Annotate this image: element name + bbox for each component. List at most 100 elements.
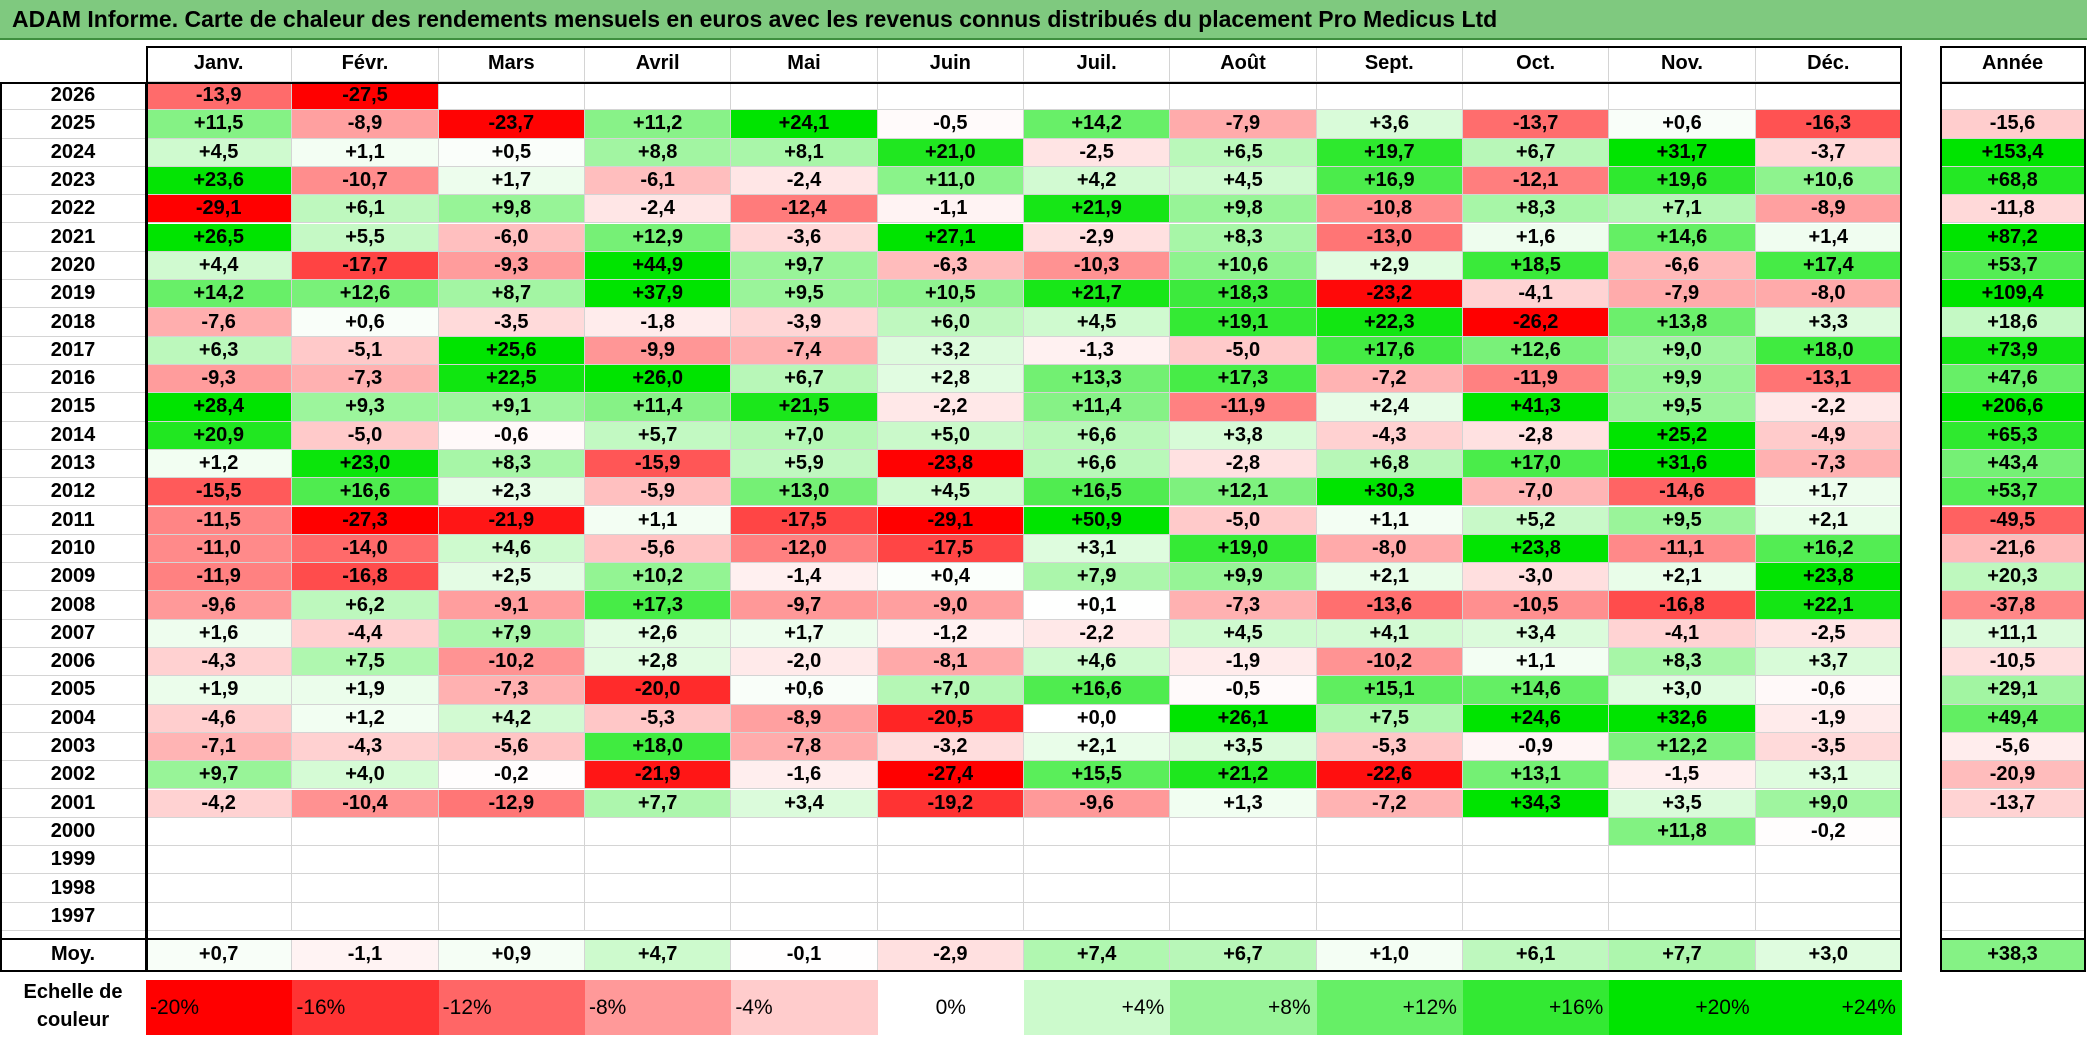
heatmap-cell xyxy=(584,846,732,875)
heatmap-cell: -1,8 xyxy=(584,308,732,337)
annual-cell xyxy=(1940,846,2086,875)
heatmap-cell xyxy=(584,902,732,931)
heatmap-cell: -0,6 xyxy=(438,421,585,450)
heatmap-cell: +5,9 xyxy=(731,449,878,479)
annual-cell: +65,3 xyxy=(1940,421,2086,450)
heatmap-cell: +3,3 xyxy=(1755,308,1902,337)
heatmap-cell: +21,0 xyxy=(877,138,1024,167)
heatmap-cell: +9,8 xyxy=(438,195,585,224)
heatmap-cell xyxy=(438,817,585,847)
heatmap-cell: +17,0 xyxy=(1462,449,1610,479)
color-scale-swatch: +16% xyxy=(1462,980,1610,1035)
year-label: 2011 xyxy=(0,506,146,535)
heatmap-cell: +9,3 xyxy=(292,393,439,422)
heatmap-cell: -7,2 xyxy=(1316,789,1463,818)
average-cell: +1,0 xyxy=(1316,938,1463,972)
heatmap-cell: +11,0 xyxy=(877,166,1024,196)
annual-cell: -13,7 xyxy=(1940,789,2086,818)
heatmap-cell: +21,9 xyxy=(1023,195,1171,224)
color-scale-swatch: -20% xyxy=(146,980,293,1035)
heatmap-cell: +2,6 xyxy=(584,619,732,648)
heatmap-cell xyxy=(438,846,585,875)
heatmap-cell: +31,7 xyxy=(1609,138,1756,167)
year-label: 2002 xyxy=(0,761,146,790)
heatmap-cell xyxy=(1316,874,1463,903)
heatmap-cell: +1,6 xyxy=(1462,223,1610,252)
heatmap-cell xyxy=(1316,817,1463,847)
average-cell: -0,1 xyxy=(731,938,878,972)
heatmap-cell: +4,1 xyxy=(1316,619,1463,648)
heatmap-cell: +7,1 xyxy=(1609,195,1756,224)
title-bar: ADAM Informe. Carte de chaleur des rende… xyxy=(0,0,2087,40)
heatmap-cell: +9,9 xyxy=(1170,563,1317,592)
heatmap-cell: -15,5 xyxy=(146,478,293,507)
heatmap-cell xyxy=(877,874,1024,903)
heatmap-cell: +9,0 xyxy=(1609,336,1756,365)
heatmap-cell: -6,0 xyxy=(438,223,585,252)
heatmap-cell: -29,1 xyxy=(877,506,1024,535)
heatmap-cell: -7,0 xyxy=(1462,478,1610,507)
heatmap-cell: +11,4 xyxy=(584,393,732,422)
heatmap-cell xyxy=(1462,902,1610,931)
heatmap-cell: +8,3 xyxy=(1462,195,1610,224)
heatmap-cell: +18,0 xyxy=(1755,336,1902,365)
month-header: Avril xyxy=(584,46,732,82)
year-label: 2021 xyxy=(0,223,146,252)
heatmap-cell: +6,1 xyxy=(292,195,439,224)
heatmap-cell: +10,2 xyxy=(584,563,732,592)
annual-cell xyxy=(1940,817,2086,847)
color-scale-swatch: +20% xyxy=(1609,980,1756,1035)
heatmap-cell: -2,8 xyxy=(1462,421,1610,450)
year-label: 2023 xyxy=(0,166,146,196)
heatmap-cell: -11,1 xyxy=(1609,534,1756,564)
heatmap-cell: -22,6 xyxy=(1316,761,1463,790)
heatmap-cell: +7,0 xyxy=(877,676,1024,705)
heatmap-cell: +2,1 xyxy=(1609,563,1756,592)
heatmap-cell: -11,9 xyxy=(146,563,293,592)
heatmap-cell xyxy=(292,874,439,903)
heatmap-cell: -4,2 xyxy=(146,789,293,818)
heatmap-cell: -12,0 xyxy=(731,534,878,564)
heatmap-cell: -9,7 xyxy=(731,591,878,620)
year-label: 2007 xyxy=(0,619,146,648)
annual-cell xyxy=(1940,902,2086,931)
heatmap-cell: +1,9 xyxy=(146,676,293,705)
heatmap-cell: +9,0 xyxy=(1755,789,1902,818)
heatmap-cell: +17,4 xyxy=(1755,251,1902,281)
heatmap-cell: +9,7 xyxy=(146,761,293,790)
chart-title: ADAM Informe. Carte de chaleur des rende… xyxy=(12,6,1498,32)
heatmap-cell: -15,9 xyxy=(584,449,732,479)
heatmap-cell: +9,8 xyxy=(1170,195,1317,224)
heatmap-cell: -27,5 xyxy=(292,82,439,111)
heatmap-cell: +26,1 xyxy=(1170,704,1317,733)
heatmap-cell: +0,4 xyxy=(877,563,1024,592)
heatmap-cell xyxy=(438,902,585,931)
heatmap-cell: +4,5 xyxy=(1023,308,1171,337)
heatmap-cell: +4,6 xyxy=(1023,648,1171,677)
heatmap-cell: -5,3 xyxy=(1316,732,1463,762)
heatmap-cell: -2,5 xyxy=(1755,619,1902,648)
heatmap-cell: -13,0 xyxy=(1316,223,1463,252)
heatmap-cell: +11,5 xyxy=(146,110,293,139)
heatmap-cell xyxy=(584,82,732,111)
heatmap-cell: -2,2 xyxy=(877,393,1024,422)
annual-cell: +47,6 xyxy=(1940,365,2086,394)
heatmap-cell: +6,8 xyxy=(1316,449,1463,479)
heatmap-cell: +0,1 xyxy=(1023,591,1171,620)
heatmap-cell: -5,0 xyxy=(292,421,439,450)
heatmap-cell xyxy=(1755,902,1902,931)
heatmap-cell: -27,4 xyxy=(877,761,1024,790)
annual-cell: -21,6 xyxy=(1940,534,2086,564)
heatmap-cell: +5,2 xyxy=(1462,506,1610,535)
year-label: 2019 xyxy=(0,280,146,309)
heatmap-cell: -2,2 xyxy=(1023,619,1171,648)
annual-cell: -37,8 xyxy=(1940,591,2086,620)
year-label: 2026 xyxy=(0,82,146,111)
heatmap-cell xyxy=(731,874,878,903)
average-cell: -2,9 xyxy=(877,938,1024,972)
heatmap-cell xyxy=(146,902,293,931)
average-label: Moy. xyxy=(0,938,146,972)
heatmap-cell: -14,6 xyxy=(1609,478,1756,507)
heatmap-cell: -9,0 xyxy=(877,591,1024,620)
